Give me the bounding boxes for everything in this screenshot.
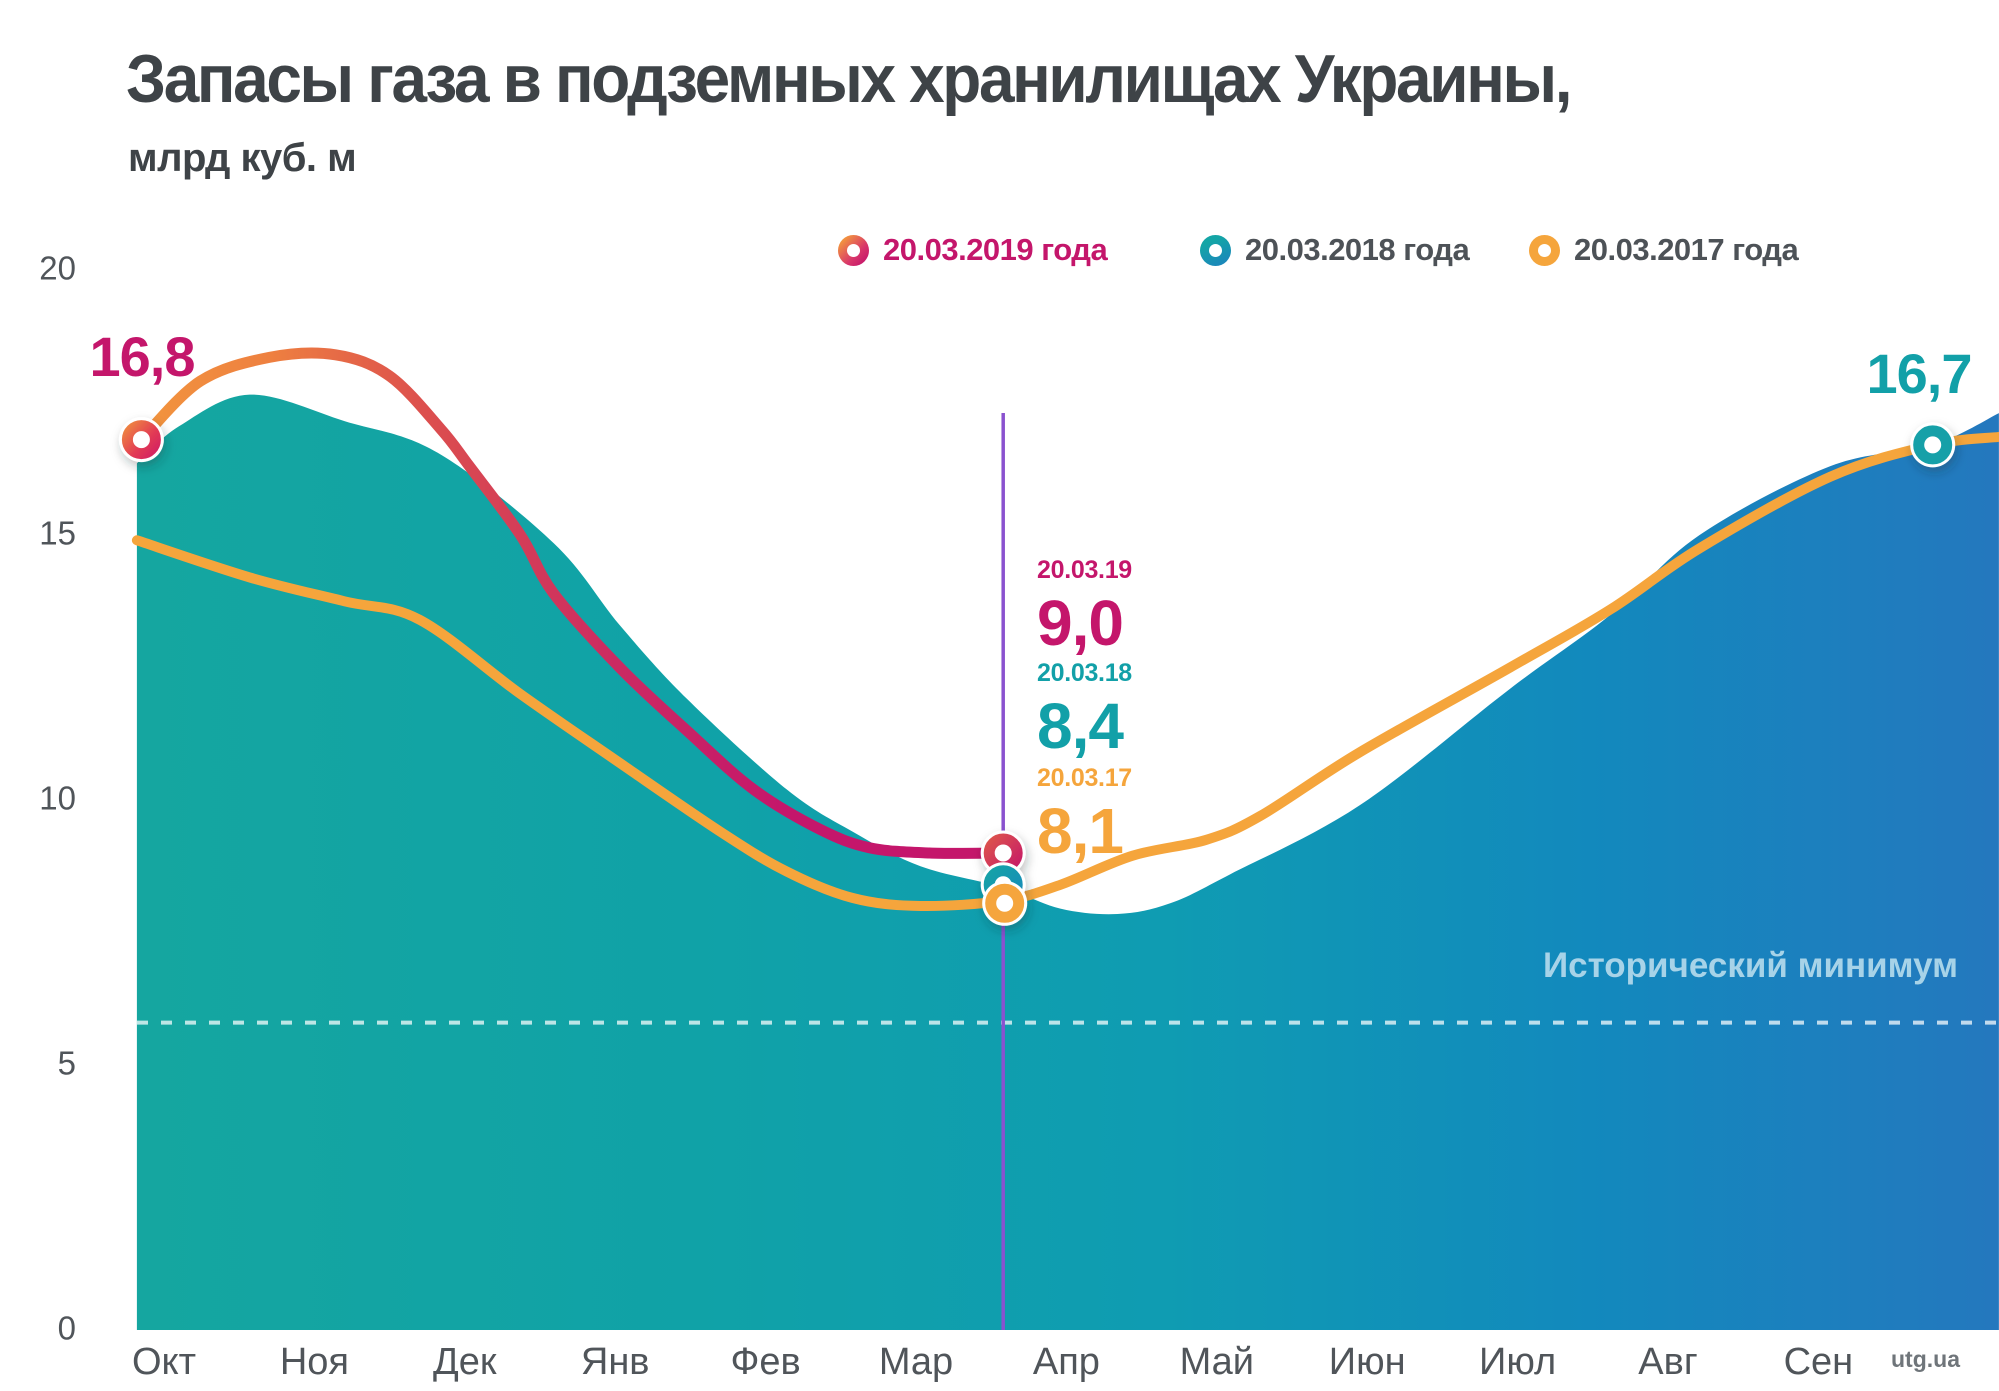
callout-date: 20.03.19 <box>1037 556 1132 584</box>
legend-ring-icon <box>838 234 869 266</box>
date-callout-crimson: 20.03.19 9,0 <box>1037 556 1132 660</box>
x-tick-label-9: Июн <box>1328 1341 1406 1383</box>
x-tick-label-10: Июл <box>1479 1341 1557 1383</box>
y-tick-label-0: 0 <box>57 1309 76 1347</box>
x-tick-label-3: Дек <box>433 1341 497 1383</box>
x-tick-label-5: Фев <box>730 1341 801 1383</box>
y-tick-label-5: 5 <box>57 1044 76 1082</box>
marker-start-2019 <box>121 420 161 460</box>
end-value-label: 16,7 <box>1866 342 1973 405</box>
callout-value: 9,0 <box>1037 587 1124 659</box>
callout-date: 20.03.17 <box>1037 764 1132 792</box>
date-callout-orange: 20.03.17 8,1 <box>1037 764 1132 868</box>
x-tick-label-2: Ноя <box>279 1341 349 1383</box>
x-tick-label-12: Сен <box>1783 1341 1854 1383</box>
x-tick-label-11: Авг <box>1638 1341 1698 1383</box>
y-tick-label-15: 15 <box>39 514 76 552</box>
data-point-markers <box>118 417 1956 926</box>
callout-value: 8,4 <box>1037 690 1124 762</box>
y-tick-label-20: 20 <box>39 249 76 287</box>
marker-2017 <box>985 883 1025 923</box>
legend-ring-icon <box>1200 234 1231 266</box>
x-tick-label-7: Апр <box>1032 1341 1100 1383</box>
watermark: utg.ua <box>1891 1346 1960 1372</box>
historical-minimum-label: Исторический минимум <box>1542 946 1958 985</box>
x-tick-label-6: Мар <box>878 1341 954 1383</box>
legend-item-label: 20.03.2019 года <box>883 232 1108 267</box>
legend-item-crimson: 20.03.2019 года <box>838 232 1108 267</box>
callout-value: 8,1 <box>1037 795 1124 867</box>
line-2017 <box>131 431 1999 912</box>
legend-ring-icon <box>1529 234 1560 266</box>
start-value-label: 16,8 <box>89 325 196 388</box>
legend-item-label: 20.03.2018 года <box>1245 232 1470 267</box>
x-tick-label-8: Май <box>1179 1341 1255 1383</box>
callout-date: 20.03.18 <box>1037 659 1132 687</box>
x-tick-label-1: Окт <box>131 1341 197 1383</box>
marker-end-2018 <box>1913 425 1953 465</box>
x-tick-label-4: Янв <box>580 1341 650 1383</box>
legend-item-orange: 20.03.2017 года <box>1529 232 1799 267</box>
line-2019 <box>135 347 1009 859</box>
legend-item-label: 20.03.2017 года <box>1574 232 1799 267</box>
page-title: Запасы газа в подземных хранилищах Украи… <box>126 41 1572 117</box>
y-tick-label-10: 10 <box>39 779 76 817</box>
date-callout-teal: 20.03.18 8,4 <box>1037 659 1132 763</box>
area-2018 <box>136 394 1999 1330</box>
legend-item-teal: 20.03.2018 года <box>1200 232 1470 267</box>
page-subtitle: млрд куб. м <box>128 136 357 180</box>
legend: 20.03.2019 года 20.03.2018 года 20.03.20… <box>0 232 1999 268</box>
